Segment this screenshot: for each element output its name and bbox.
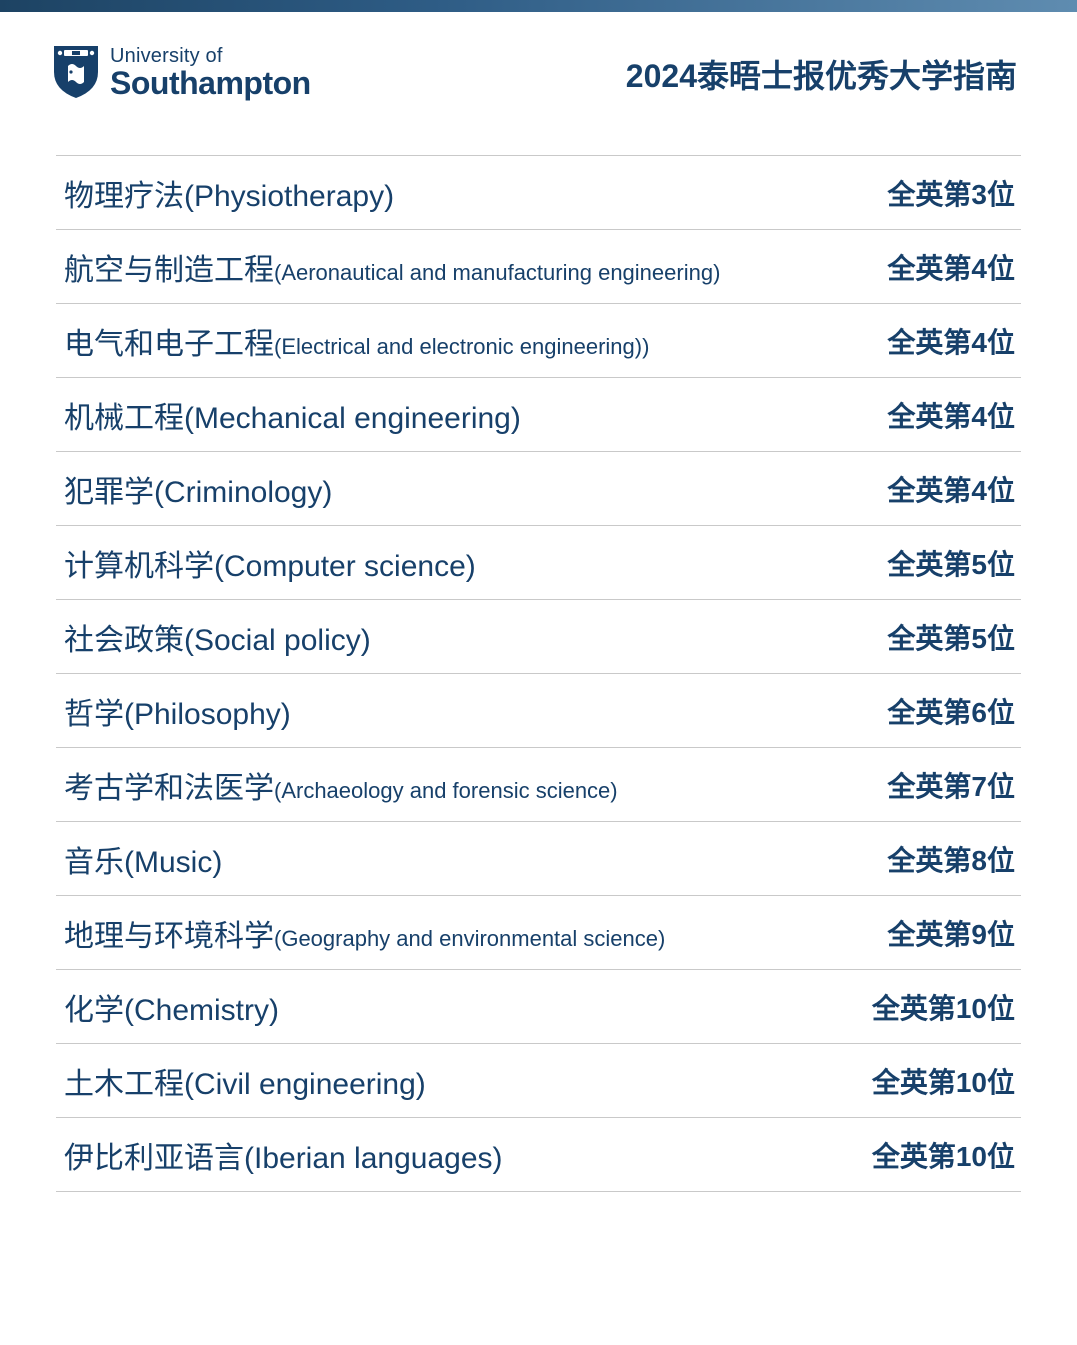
university-logo: University of Southampton (50, 42, 311, 105)
table-row: 考古学和法医学(Archaeology and forensic science… (56, 748, 1021, 822)
subject-cn: 地理与环境科学 (64, 911, 274, 955)
rank-cell: 全英第5位 (867, 617, 1015, 657)
subject-cell: 社会政策(Social policy) (64, 615, 371, 659)
rank-cell: 全英第6位 (867, 691, 1015, 731)
subject-cn: 土木工程 (64, 1059, 184, 1103)
table-row: 伊比利亚语言(Iberian languages) 全英第10位 (56, 1118, 1021, 1192)
subject-en: (Philosophy) (124, 698, 291, 732)
table-row: 物理疗法(Physiotherapy) 全英第3位 (56, 156, 1021, 230)
subject-cn: 考古学和法医学 (64, 763, 274, 807)
table-row: 航空与制造工程(Aeronautical and manufacturing e… (56, 230, 1021, 304)
subject-cell: 地理与环境科学(Geography and environmental scie… (64, 911, 665, 955)
subject-en: (Computer science) (214, 550, 476, 584)
table-row: 社会政策(Social policy) 全英第5位 (56, 600, 1021, 674)
page-title: 2024泰晤士报优秀大学指南 (626, 51, 1017, 97)
rank-cell: 全英第5位 (867, 543, 1015, 583)
rank-cell: 全英第4位 (867, 247, 1015, 287)
subject-cell: 航空与制造工程(Aeronautical and manufacturing e… (64, 245, 720, 289)
subject-cell: 物理疗法(Physiotherapy) (64, 171, 394, 215)
rank-cell: 全英第7位 (867, 765, 1015, 805)
logo-line1: University of (110, 46, 311, 67)
subject-cell: 哲学(Philosophy) (64, 689, 291, 733)
subject-cn: 计算机科学 (64, 541, 214, 585)
table-row: 哲学(Philosophy) 全英第6位 (56, 674, 1021, 748)
header: University of Southampton 2024泰晤士报优秀大学指南 (0, 12, 1077, 125)
top-accent-bar (0, 0, 1077, 12)
subject-en: (Chemistry) (124, 994, 279, 1028)
table-row: 音乐(Music) 全英第8位 (56, 822, 1021, 896)
rankings-table: 物理疗法(Physiotherapy) 全英第3位航空与制造工程(Aeronaut… (56, 155, 1021, 1192)
subject-cn: 伊比利亚语言 (64, 1133, 244, 1177)
rank-cell: 全英第10位 (852, 987, 1015, 1027)
rank-cell: 全英第10位 (852, 1135, 1015, 1175)
subject-cell: 机械工程(Mechanical engineering) (64, 393, 521, 437)
rank-cell: 全英第4位 (867, 469, 1015, 509)
logo-line2: Southampton (110, 67, 311, 101)
shield-icon (50, 42, 102, 105)
subject-cn: 社会政策 (64, 615, 184, 659)
rank-cell: 全英第4位 (867, 395, 1015, 435)
subject-cn: 电气和电子工程 (64, 319, 274, 363)
subject-en: (Geography and environmental science) (274, 926, 665, 952)
subject-cell: 电气和电子工程(Electrical and electronic engine… (64, 319, 649, 363)
rank-cell: 全英第9位 (867, 913, 1015, 953)
table-row: 土木工程(Civil engineering) 全英第10位 (56, 1044, 1021, 1118)
subject-cn: 航空与制造工程 (64, 245, 274, 289)
table-row: 地理与环境科学(Geography and environmental scie… (56, 896, 1021, 970)
table-row: 电气和电子工程(Electrical and electronic engine… (56, 304, 1021, 378)
subject-en: (Mechanical engineering) (184, 402, 521, 436)
subject-cn: 音乐 (64, 837, 124, 881)
rank-cell: 全英第10位 (852, 1061, 1015, 1101)
subject-cn: 机械工程 (64, 393, 184, 437)
subject-en: (Aeronautical and manufacturing engineer… (274, 260, 720, 286)
subject-cell: 计算机科学(Computer science) (64, 541, 476, 585)
table-row: 犯罪学(Criminology) 全英第4位 (56, 452, 1021, 526)
table-row: 化学(Chemistry) 全英第10位 (56, 970, 1021, 1044)
rank-cell: 全英第8位 (867, 839, 1015, 879)
subject-en: (Civil engineering) (184, 1068, 426, 1102)
subject-cell: 考古学和法医学(Archaeology and forensic science… (64, 763, 618, 807)
rank-cell: 全英第4位 (867, 321, 1015, 361)
subject-cn: 化学 (64, 985, 124, 1029)
subject-en: (Iberian languages) (244, 1142, 503, 1176)
subject-cell: 音乐(Music) (64, 837, 222, 881)
subject-cell: 伊比利亚语言(Iberian languages) (64, 1133, 503, 1177)
subject-cn: 物理疗法 (64, 171, 184, 215)
rank-cell: 全英第3位 (867, 173, 1015, 213)
subject-cell: 犯罪学(Criminology) (64, 467, 332, 511)
subject-cn: 犯罪学 (64, 467, 154, 511)
table-row: 计算机科学(Computer science) 全英第5位 (56, 526, 1021, 600)
logo-text: University of Southampton (110, 46, 311, 101)
table-row: 机械工程(Mechanical engineering) 全英第4位 (56, 378, 1021, 452)
subject-en: (Music) (124, 846, 222, 880)
subject-en: (Criminology) (154, 476, 332, 510)
subject-en: (Social policy) (184, 624, 371, 658)
subject-en: (Physiotherapy) (184, 180, 394, 214)
subject-en: (Archaeology and forensic science) (274, 778, 618, 804)
subject-cell: 化学(Chemistry) (64, 985, 279, 1029)
subject-en: (Electrical and electronic engineering)) (274, 334, 649, 360)
subject-cell: 土木工程(Civil engineering) (64, 1059, 426, 1103)
subject-cn: 哲学 (64, 689, 124, 733)
